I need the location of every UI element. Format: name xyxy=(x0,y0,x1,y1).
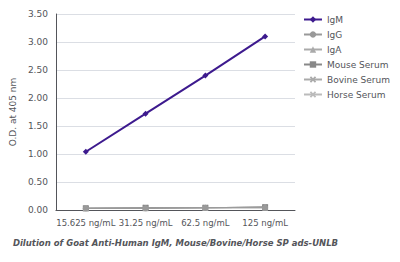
svg-text:3.00: 3.00 xyxy=(28,37,48,47)
svg-text:2.50: 2.50 xyxy=(28,65,48,75)
svg-text:1.50: 1.50 xyxy=(28,121,48,131)
svg-text:0.50: 0.50 xyxy=(28,177,48,187)
svg-text:IgG: IgG xyxy=(327,30,342,40)
svg-text:O.D. at 405 nm: O.D. at 405 nm xyxy=(8,78,18,147)
svg-text:Mouse Serum: Mouse Serum xyxy=(327,60,388,70)
svg-text:Dilution of Goat Anti-Human Ig: Dilution of Goat Anti-Human IgM, Mouse/B… xyxy=(13,238,338,248)
svg-text:Horse Serum: Horse Serum xyxy=(327,90,385,100)
svg-text:Bovine Serum: Bovine Serum xyxy=(327,75,390,85)
svg-text:62.5 ng/mL: 62.5 ng/mL xyxy=(181,218,230,228)
svg-text:IgA: IgA xyxy=(327,45,342,55)
svg-text:15.625 ng/mL: 15.625 ng/mL xyxy=(56,218,115,228)
svg-text:IgM: IgM xyxy=(327,15,343,25)
svg-text:31.25 ng/mL: 31.25 ng/mL xyxy=(119,218,173,228)
svg-text:125 ng/mL: 125 ng/mL xyxy=(242,218,288,228)
svg-text:0.00: 0.00 xyxy=(28,205,48,215)
svg-text:3.50: 3.50 xyxy=(28,9,48,19)
svg-text:1.00: 1.00 xyxy=(28,149,48,159)
svg-text:2.00: 2.00 xyxy=(28,93,48,103)
